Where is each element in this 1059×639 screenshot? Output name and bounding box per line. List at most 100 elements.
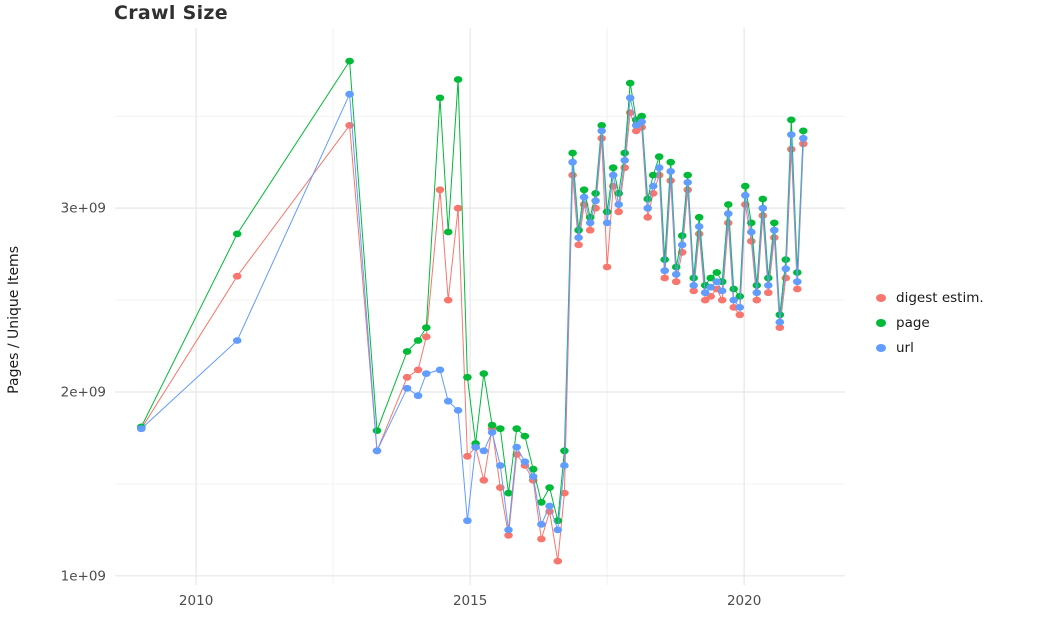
data-point-page	[729, 285, 738, 293]
data-point-url	[764, 282, 773, 289]
y-axis-label: Pages / Unique Items	[6, 245, 22, 394]
data-point-url	[775, 318, 785, 326]
x-tick-label: 2020	[727, 593, 761, 609]
x-tick-label: 2010	[179, 593, 213, 609]
data-point-url	[443, 397, 453, 405]
data-point-digest-estim	[787, 145, 796, 153]
data-point-page	[608, 164, 618, 172]
data-point-url	[654, 164, 664, 172]
data-point-page	[453, 76, 463, 83]
data-point-digest-estim	[402, 373, 412, 381]
data-point-url	[741, 191, 750, 199]
data-point-digest-estim	[643, 213, 652, 221]
data-point-page	[787, 116, 796, 124]
data-point-digest-estim	[553, 557, 563, 565]
legend-label-digest-estim: digest estim.	[896, 290, 984, 306]
data-point-digest-estim	[660, 274, 669, 282]
legend-key-dot-url	[876, 344, 886, 352]
data-point-page	[752, 282, 762, 289]
data-point-page	[402, 348, 412, 355]
data-point-page	[597, 122, 606, 129]
data-point-page	[648, 171, 658, 179]
data-point-url	[724, 210, 733, 218]
data-point-digest-estim	[602, 263, 612, 271]
data-point-url	[677, 241, 687, 249]
data-point-digest-estim	[729, 304, 738, 311]
data-point-page	[799, 127, 808, 135]
data-point-url	[553, 526, 563, 534]
data-point-digest-estim	[413, 366, 423, 374]
data-point-url	[643, 204, 652, 212]
data-point-page	[372, 427, 382, 434]
data-point-url	[487, 429, 497, 436]
data-point-page	[724, 201, 733, 208]
data-point-page	[654, 153, 664, 161]
legend: digest estim. page url	[876, 290, 984, 356]
data-point-url	[614, 201, 623, 208]
data-point-page	[520, 432, 530, 440]
data-point-url	[729, 296, 738, 304]
data-point-page	[637, 112, 646, 120]
data-point-digest-estim	[671, 278, 681, 286]
data-point-url	[560, 462, 569, 469]
data-point-page	[625, 79, 635, 87]
legend-key-dot-digest-estim	[876, 294, 886, 302]
series-line-digest-estim	[140, 112, 804, 562]
data-point-page	[620, 149, 629, 157]
data-point-url	[787, 131, 796, 139]
data-point-digest-estim	[764, 289, 773, 297]
data-point-url	[770, 226, 779, 234]
data-point-digest-estim	[435, 186, 445, 194]
data-point-digest-estim	[422, 333, 431, 341]
data-point-page	[463, 373, 472, 381]
data-point-digest-estim	[717, 296, 727, 304]
legend-label-page: page	[896, 315, 930, 331]
y-axis-label-wrap: Pages / Unique Items	[6, 0, 22, 639]
data-point-url	[793, 278, 802, 286]
data-point-url	[637, 118, 646, 126]
data-point-url	[479, 447, 489, 455]
data-point-page	[694, 213, 704, 221]
legend-item-digest-estim: digest estim.	[876, 290, 984, 306]
series-line-url	[140, 93, 804, 531]
data-point-page	[574, 226, 583, 234]
data-point-page	[496, 425, 505, 433]
data-point-url	[758, 204, 768, 212]
data-point-page	[666, 158, 675, 166]
data-point-digest-estim	[758, 212, 768, 219]
legend-item-page: page	[876, 315, 984, 331]
data-point-page	[512, 425, 521, 433]
chart-title: Crawl Size	[114, 2, 228, 24]
data-point-page	[741, 182, 750, 190]
data-point-url	[683, 179, 692, 186]
data-point-url	[608, 171, 618, 179]
data-point-page	[568, 149, 577, 157]
data-point-page	[591, 190, 600, 197]
data-point-url	[137, 425, 146, 433]
legend-key-dot-page	[876, 319, 886, 327]
data-point-page	[747, 219, 756, 227]
data-point-url	[463, 517, 472, 525]
data-point-url	[747, 228, 756, 236]
data-point-url	[579, 193, 589, 201]
data-point-page	[712, 269, 722, 276]
data-point-page	[443, 228, 453, 236]
data-point-url	[520, 458, 530, 466]
data-point-url	[700, 289, 710, 297]
data-point-url	[694, 223, 704, 230]
data-point-url	[625, 94, 635, 102]
data-point-digest-estim	[735, 311, 745, 319]
y-tick-label: 3e+09	[61, 201, 106, 217]
data-point-url	[648, 182, 658, 190]
data-point-digest-estim	[537, 535, 546, 543]
data-point-url	[232, 337, 242, 344]
data-point-page	[487, 421, 497, 429]
y-tick-label: 1e+09	[61, 568, 106, 584]
data-point-page	[435, 94, 445, 102]
data-point-page	[706, 274, 715, 282]
data-point-page	[545, 484, 554, 491]
data-point-url	[568, 158, 577, 166]
data-point-digest-estim	[512, 451, 521, 458]
data-point-page	[528, 465, 538, 473]
